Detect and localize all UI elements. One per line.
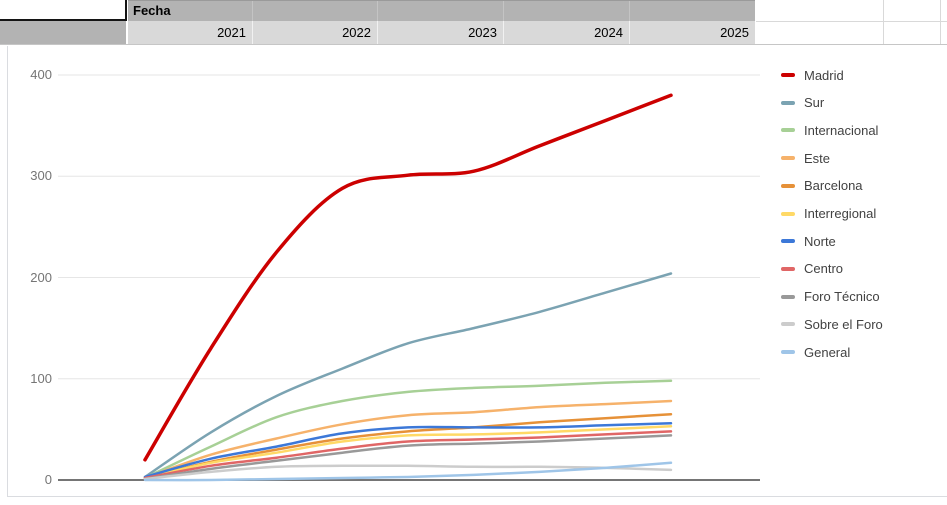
legend-swatch-icon: [781, 211, 795, 216]
legend-label: Sur: [804, 95, 825, 111]
legend-swatch-icon: [781, 294, 795, 299]
legend-item-general[interactable]: General: [781, 338, 850, 366]
legend-item-madrid[interactable]: Madrid: [781, 61, 844, 89]
column-separator: [503, 21, 504, 44]
year-cell-2021[interactable]: 2021: [217, 25, 246, 40]
legend-swatch-icon: [781, 128, 795, 133]
legend-swatch-icon: [781, 100, 795, 105]
column-separator: [629, 21, 630, 44]
legend-label: Sobre el Foro: [804, 316, 883, 332]
legend-swatch-icon: [781, 266, 795, 271]
legend-item-este[interactable]: Este: [781, 144, 830, 172]
legend-swatch-icon: [781, 322, 795, 327]
legend-label: Barcelona: [804, 178, 863, 194]
row-border: [0, 44, 947, 45]
pivot-header-fecha-label: Fecha: [133, 3, 171, 18]
legend-swatch-icon: [781, 183, 795, 188]
legend-item-interregional[interactable]: Interregional: [781, 200, 876, 228]
legend-item-sur[interactable]: Sur: [781, 89, 824, 117]
legend-item-norte[interactable]: Norte: [781, 227, 836, 255]
pivot-year-row: 2021 2022 2023 2024 2025: [128, 21, 755, 44]
column-separator: [377, 21, 378, 44]
year-cell-2025[interactable]: 2025: [720, 25, 749, 40]
cell-a1[interactable]: [0, 0, 127, 21]
legend-item-foro-técnico[interactable]: Foro Técnico: [781, 283, 880, 311]
year-cell-2022[interactable]: 2022: [342, 25, 371, 40]
legend-label: Interregional: [804, 206, 877, 221]
y-tick-label-0: 0: [44, 472, 52, 487]
y-tick-label-300: 300: [30, 168, 52, 184]
column-separator: [252, 21, 253, 44]
legend-item-sobre-el-foro[interactable]: Sobre el Foro: [781, 310, 883, 338]
row-border: [756, 21, 947, 22]
legend-item-barcelona[interactable]: Barcelona: [781, 172, 863, 200]
legend-swatch-icon: [781, 350, 795, 354]
legend-swatch-icon: [781, 239, 795, 244]
year-cell-2023[interactable]: 2023: [468, 25, 497, 40]
legend-swatch-icon: [781, 156, 795, 161]
legend-label: Centro: [804, 261, 844, 277]
column-separator: [377, 1, 378, 21]
legend-swatch-icon: [781, 73, 795, 77]
legend-label: Internacional: [804, 122, 879, 138]
pivot-header-row[interactable]: Fecha: [128, 0, 755, 21]
column-border: [940, 0, 941, 44]
y-tick-label-400: 400: [30, 67, 52, 82]
legend-item-centro[interactable]: Centro: [781, 255, 843, 283]
legend-label: General: [804, 344, 851, 360]
legend-label: Madrid: [804, 67, 844, 83]
column-separator: [629, 1, 630, 21]
legend-item-internacional[interactable]: Internacional: [781, 116, 878, 144]
legend-label: Este: [804, 150, 831, 166]
year-cell-2024[interactable]: 2024: [594, 25, 623, 40]
column-border: [883, 0, 884, 44]
y-tick-label-200: 200: [30, 269, 52, 285]
column-separator: [503, 1, 504, 21]
legend-label: Foro Técnico: [804, 289, 880, 305]
y-tick-label-100: 100: [30, 370, 52, 386]
column-separator: [252, 1, 253, 21]
legend-label: Norte: [804, 233, 836, 249]
pivot-row-header-cell[interactable]: [0, 21, 126, 44]
